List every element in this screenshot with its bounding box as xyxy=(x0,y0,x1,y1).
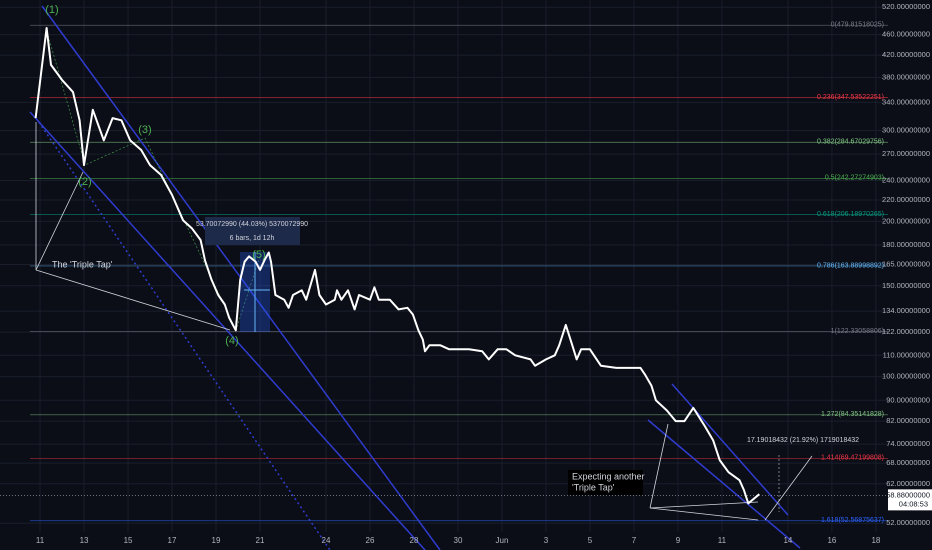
x-tick-label: Jun xyxy=(496,536,509,545)
channel2-lower xyxy=(647,419,801,549)
x-tick-label: 9 xyxy=(676,536,681,545)
y-tick-label: 220.00000000 xyxy=(882,195,930,204)
wave-label: (2) xyxy=(78,176,91,188)
annotation: 'Triple Tap' xyxy=(572,482,615,492)
channel-lower xyxy=(29,111,426,550)
x-tick-label: 21 xyxy=(256,536,265,545)
wave-path xyxy=(45,27,261,331)
y-tick-label: 240.00000000 xyxy=(882,175,930,184)
wave-label: (4) xyxy=(225,335,238,347)
fib-label: 1.414(69.47199808) xyxy=(821,455,884,462)
y-tick-label: 300.00000000 xyxy=(882,125,930,134)
arrow xyxy=(35,171,84,271)
x-tick-label: 16 xyxy=(827,536,836,545)
x-tick-label: 30 xyxy=(454,536,463,545)
y-tick-label: 134.00000000 xyxy=(882,306,930,315)
fib-label: 0.5(242.27274903) xyxy=(825,175,884,182)
y-tick-label: 90.00000000 xyxy=(886,395,930,404)
measure-text: 17.19018432 (21.92%) 1719018432 xyxy=(747,437,859,444)
x-tick-label: 18 xyxy=(871,536,880,545)
y-tick-label: 100.00000000 xyxy=(882,372,930,381)
y-tick-label: 200.00000000 xyxy=(882,216,930,225)
x-tick-label: 19 xyxy=(212,536,221,545)
price-line xyxy=(34,27,760,505)
y-tick-label: 420.00000000 xyxy=(882,50,930,59)
x-tick-label: 11 xyxy=(36,536,45,545)
y-tick-label: 74.00000000 xyxy=(886,439,930,448)
fib-label: 1.618(52.56875637) xyxy=(821,517,884,524)
series xyxy=(34,27,760,505)
x-tick-label: 15 xyxy=(124,536,133,545)
x-tick-label: 26 xyxy=(366,536,375,545)
y-tick-label: 340.00000000 xyxy=(882,97,930,106)
y-tick-label: 165.00000000 xyxy=(882,259,930,268)
arrow xyxy=(764,455,813,521)
fib-label: 1(122.33058806) xyxy=(831,328,884,335)
wave-label: (5) xyxy=(252,249,265,261)
x-tick-label: 17 xyxy=(168,536,177,545)
price-axis-bg xyxy=(888,0,932,550)
fib-label: 0.382(284.67029756) xyxy=(817,139,884,146)
x-tick-label: 7 xyxy=(632,536,637,545)
wave-label: (1) xyxy=(45,4,58,16)
channel2-upper xyxy=(671,383,789,516)
fib-label: 0.236(347.53522251) xyxy=(817,94,884,101)
last-price-box xyxy=(888,489,932,511)
y-tick-label: 52.00000000 xyxy=(886,518,930,527)
x-tick-label: 11 xyxy=(718,536,727,545)
last-price-label: 58.88000000 xyxy=(886,490,930,499)
grid xyxy=(0,0,888,532)
y-tick-label: 460.00000000 xyxy=(882,30,930,39)
y-tick-label: 270.00000000 xyxy=(882,149,930,158)
x-tick-label: 14 xyxy=(783,536,792,545)
y-tick-label: 62.00000000 xyxy=(886,479,930,488)
y-tick-label: 82.00000000 xyxy=(886,416,930,425)
fib-label: 0(479.81518025) xyxy=(831,22,884,29)
y-tick-label: 122.00000000 xyxy=(882,327,930,336)
x-tick-label: 5 xyxy=(588,536,593,545)
y-tick-label: 520.00000000 xyxy=(882,2,930,11)
channels xyxy=(29,5,801,550)
fib-levels: 0(479.81518025) 0.236(347.53522251) 0.382(… xyxy=(30,22,888,524)
annotation: Expecting another xyxy=(572,471,645,481)
arrow xyxy=(649,507,759,521)
y-tick-label: 150.00000000 xyxy=(882,281,930,290)
x-tick-label: 13 xyxy=(80,536,89,545)
fib-label: 0.786(163.88998892) xyxy=(817,262,884,269)
measure-text: 53.70072990 (44.03%) 5370072990 xyxy=(196,221,308,228)
arrow xyxy=(649,501,759,509)
x-tick-label: 3 xyxy=(544,536,549,545)
wave-guides xyxy=(45,27,261,331)
y-tick-label: 110.00000000 xyxy=(883,350,930,359)
y-tick-label: 180.00000000 xyxy=(882,240,930,249)
measure-tooltip xyxy=(205,217,300,245)
channel-mid xyxy=(35,117,331,550)
fib-label: 1.272(84.35141828) xyxy=(821,411,884,418)
arrows xyxy=(35,122,813,521)
wave-label: (3) xyxy=(138,124,151,136)
annotation: The 'Triple Tap' xyxy=(52,259,113,269)
fib-label: 0.618(206.18970265) xyxy=(817,211,884,218)
measure-text: 6 bars, 1d 12h xyxy=(230,235,275,242)
note-box xyxy=(568,470,643,495)
x-tick-label: 28 xyxy=(410,536,419,545)
x-tick-label: 24 xyxy=(322,536,331,545)
countdown-label: 04:08:53 xyxy=(899,499,928,508)
y-tick-label: 68.00000000 xyxy=(886,458,930,467)
arrow xyxy=(35,269,231,331)
arrow xyxy=(649,423,669,509)
y-tick-label: 380.00000000 xyxy=(882,72,930,81)
